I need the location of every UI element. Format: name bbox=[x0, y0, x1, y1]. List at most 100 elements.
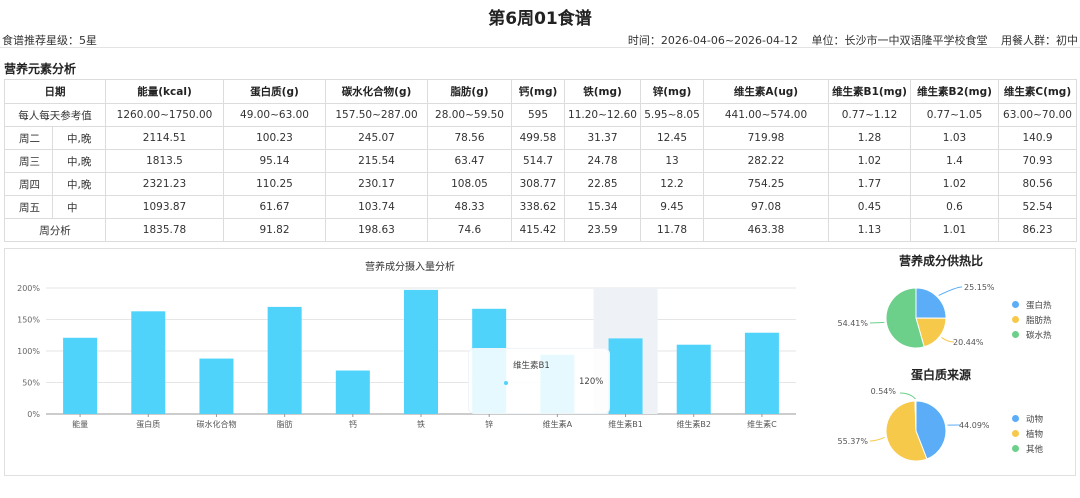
y-tick-label: 200% bbox=[17, 284, 40, 293]
pie2-legend: 动物 植物 其他 bbox=[1012, 411, 1043, 456]
table-cell: 308.77 bbox=[511, 172, 565, 196]
bar[interactable] bbox=[744, 332, 779, 414]
table-cell: 140.9 bbox=[998, 126, 1077, 150]
bar[interactable] bbox=[335, 370, 370, 414]
row-label: 每人每天参考值 bbox=[4, 103, 106, 127]
column-header: 维生素C(mg) bbox=[998, 79, 1077, 104]
legend-label: 脂肪热 bbox=[1026, 315, 1052, 326]
day-cell: 周五 bbox=[4, 195, 53, 219]
column-header: 锌(mg) bbox=[640, 79, 704, 104]
divider bbox=[0, 47, 1080, 48]
table-cell: 22.85 bbox=[564, 172, 641, 196]
pie-slice[interactable] bbox=[914, 400, 917, 432]
heat-ratio-pie[interactable]: 25.15% 20.44% 54.41% bbox=[830, 270, 1010, 350]
pie-slice[interactable] bbox=[915, 317, 947, 348]
table-cell: 338.62 bbox=[511, 195, 565, 219]
column-header: 维生素B1(mg) bbox=[828, 79, 911, 104]
table-cell: 108.05 bbox=[427, 172, 512, 196]
table-cell: 97.08 bbox=[703, 195, 829, 219]
legend-label: 碳水热 bbox=[1026, 330, 1052, 341]
slice-label: 0.54% bbox=[871, 387, 897, 396]
x-tick-label: 维生素B1 bbox=[608, 419, 643, 429]
table-cell: 1813.5 bbox=[105, 149, 224, 173]
table-header-row: 日期 能量(kcal) 蛋白质(g) 碳水化合物(g) 脂肪(g) 钙(mg) … bbox=[4, 79, 1077, 104]
tooltip-series-name: 维生素B1 bbox=[513, 361, 550, 371]
table-cell: 80.56 bbox=[998, 172, 1077, 196]
table-cell: 2114.51 bbox=[105, 126, 224, 150]
row-label: 周分析 bbox=[4, 218, 106, 242]
protein-source-pie[interactable]: 44.09% 55.37% 0.54% bbox=[830, 383, 1010, 469]
table-cell: 157.50~287.00 bbox=[325, 103, 428, 127]
recipe-rating: 食谱推荐星级：5星 bbox=[2, 34, 97, 47]
table-cell: 100.23 bbox=[223, 126, 326, 150]
chart-tooltip: 维生素B1 120% bbox=[468, 348, 610, 414]
section-title: 营养元素分析 bbox=[4, 62, 77, 76]
x-tick-label: 维生素C bbox=[747, 419, 777, 429]
table-cell: 1.01 bbox=[910, 218, 999, 242]
table-cell: 198.63 bbox=[325, 218, 428, 242]
nutrition-table: 日期 能量(kcal) 蛋白质(g) 碳水化合物(g) 脂肪(g) 钙(mg) … bbox=[4, 79, 1077, 242]
bar[interactable] bbox=[608, 338, 643, 414]
slice-label: 55.37% bbox=[837, 437, 868, 446]
table-cell: 23.59 bbox=[564, 218, 641, 242]
label-leader bbox=[938, 286, 963, 296]
table-cell: 0.77~1.05 bbox=[910, 103, 999, 127]
pie1-legend: 蛋白热 脂肪热 碳水热 bbox=[1012, 297, 1052, 342]
legend-dot bbox=[1012, 331, 1019, 338]
table-cell: 74.6 bbox=[427, 218, 512, 242]
legend-dot bbox=[1012, 301, 1019, 308]
y-tick-label: 0% bbox=[27, 410, 40, 419]
table-cell: 1093.87 bbox=[105, 195, 224, 219]
table-cell: 95.14 bbox=[223, 149, 326, 173]
legend-dot bbox=[1012, 415, 1019, 422]
legend-label: 蛋白热 bbox=[1026, 300, 1052, 311]
label-leader bbox=[941, 336, 955, 343]
table-cell: 11.20~12.60 bbox=[564, 103, 641, 127]
bar[interactable] bbox=[199, 358, 234, 414]
bar[interactable] bbox=[676, 344, 711, 414]
table-cell: 1835.78 bbox=[105, 218, 224, 242]
table-cell: 5.95~8.05 bbox=[640, 103, 704, 127]
bar[interactable] bbox=[267, 306, 302, 414]
legend-label: 动物 bbox=[1026, 414, 1044, 425]
legend-item[interactable]: 蛋白热 bbox=[1012, 297, 1052, 312]
diner-group: 用餐人群：初中 bbox=[1001, 34, 1078, 47]
table-cell: 49.00~63.00 bbox=[223, 103, 326, 127]
bar-chart[interactable]: 0% 50% 100% 150% 200% 能量 蛋白质 碳水化合物 脂肪 钙 铁 锌 维生素A 维生素B… bbox=[14, 280, 814, 432]
table-cell: 1.13 bbox=[828, 218, 911, 242]
pie-slice[interactable] bbox=[885, 287, 925, 349]
y-tick-label: 150% bbox=[17, 316, 40, 325]
table-cell: 0.77~1.12 bbox=[828, 103, 911, 127]
column-header: 脂肪(g) bbox=[427, 79, 512, 104]
legend-item[interactable]: 脂肪热 bbox=[1012, 312, 1052, 327]
legend-item[interactable]: 植物 bbox=[1012, 426, 1043, 441]
pie-slice[interactable] bbox=[915, 287, 947, 319]
table-cell: 230.17 bbox=[325, 172, 428, 196]
table-cell: 9.45 bbox=[640, 195, 704, 219]
legend-item[interactable]: 动物 bbox=[1012, 411, 1043, 426]
table-cell: 595 bbox=[511, 103, 565, 127]
bar[interactable] bbox=[63, 337, 98, 414]
column-header: 维生素B2(mg) bbox=[910, 79, 999, 104]
meal-cell: 中 bbox=[52, 195, 106, 219]
meal-cell: 中,晚 bbox=[52, 172, 106, 196]
legend-dot bbox=[1012, 430, 1019, 437]
pie-slice[interactable] bbox=[915, 400, 947, 460]
table-row: 周五 中 1093.87 61.67 103.74 48.33 338.62 1… bbox=[4, 195, 1077, 219]
bar[interactable] bbox=[131, 311, 166, 414]
pie-slice[interactable] bbox=[885, 400, 928, 462]
legend-item[interactable]: 碳水热 bbox=[1012, 327, 1052, 342]
y-tick-label: 50% bbox=[22, 379, 40, 388]
table-cell: 1.77 bbox=[828, 172, 911, 196]
day-cell: 周三 bbox=[4, 149, 53, 173]
column-header: 碳水化合物(g) bbox=[325, 79, 428, 104]
table-cell: 441.00~574.00 bbox=[703, 103, 829, 127]
x-tick-label: 能量 bbox=[72, 419, 88, 429]
recipe-meta: 时间：2026-04-06~2026-04-12 单位：长沙市一中双语隆平学校食… bbox=[618, 32, 1078, 48]
slice-label: 25.15% bbox=[964, 283, 995, 292]
bar[interactable] bbox=[404, 289, 438, 414]
table-cell: 1.4 bbox=[910, 149, 999, 173]
legend-item[interactable]: 其他 bbox=[1012, 441, 1043, 456]
table-cell: 1.03 bbox=[910, 126, 999, 150]
y-tick-label: 100% bbox=[17, 347, 40, 356]
